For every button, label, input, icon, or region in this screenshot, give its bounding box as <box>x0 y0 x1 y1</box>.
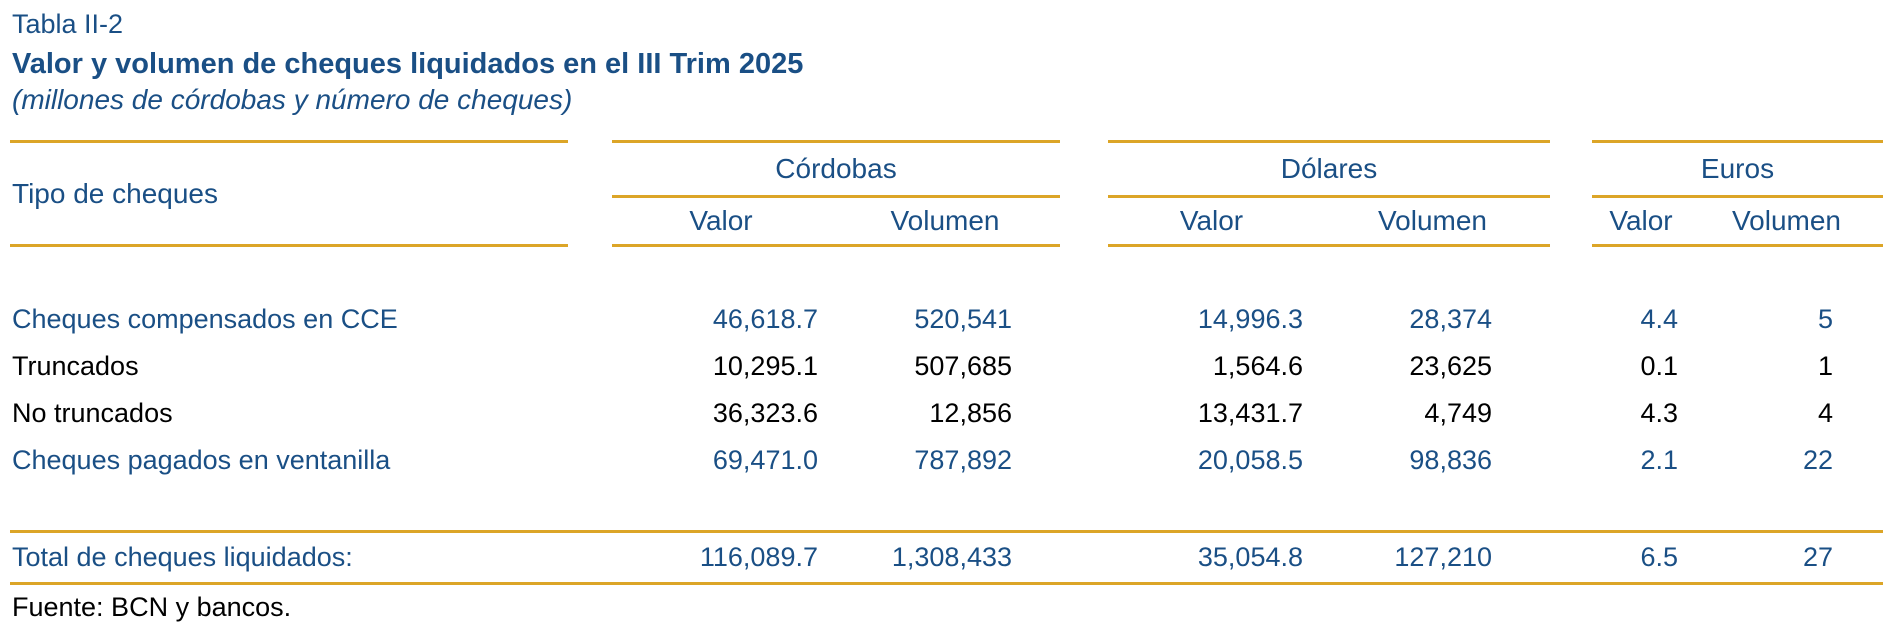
cell-dolares-volumen: 28,374 <box>1409 304 1492 334</box>
row-label: Cheques pagados en ventanilla <box>12 445 391 475</box>
cell-dolares-volumen: 98,836 <box>1409 445 1492 475</box>
group-cordobas-label: Córdobas <box>612 143 1060 198</box>
cell-cordobas-valor: 10,295.1 <box>712 351 818 381</box>
table-row: Cheques compensados en CCE 46,618.7 520,… <box>10 296 1893 343</box>
cell-euros-valor: 4.4 <box>1640 304 1678 334</box>
title-block: Tabla II-2 Valor y volumen de cheques li… <box>10 8 1893 116</box>
cell-euros-volumen: 5 <box>1817 304 1833 334</box>
row-label: No truncados <box>12 398 173 428</box>
cordobas-valor-header: Valor <box>689 205 753 236</box>
total-euros-volumen: 27 <box>1802 542 1833 572</box>
cell-euros-volumen: 1 <box>1817 351 1833 381</box>
cordobas-volumen-header: Volumen <box>890 205 1000 236</box>
body-total-gap <box>10 484 1893 530</box>
total-dolares-valor: 35,054.8 <box>1197 542 1303 572</box>
euros-volumen-header: Volumen <box>1732 205 1841 236</box>
group-euros: Euros Valor Volumen <box>1592 140 1883 247</box>
cell-euros-valor: 0.1 <box>1640 351 1678 381</box>
cell-cordobas-volumen: 12,856 <box>929 398 1012 428</box>
table-number: Tabla II-2 <box>12 9 124 39</box>
cell-dolares-valor: 14,996.3 <box>1197 304 1303 334</box>
cell-euros-volumen: 22 <box>1802 445 1833 475</box>
total-euros-valor: 6.5 <box>1640 542 1678 572</box>
total-cordobas-valor: 116,089.7 <box>699 542 818 572</box>
total-label: Total de cheques liquidados: <box>12 542 353 572</box>
cell-dolares-volumen: 23,625 <box>1409 351 1492 381</box>
row-label: Cheques compensados en CCE <box>12 304 398 334</box>
euros-valor-header: Valor <box>1609 205 1673 236</box>
row-label: Truncados <box>12 351 139 381</box>
total-cordobas-volumen: 1,308,433 <box>891 542 1012 572</box>
cell-cordobas-volumen: 507,685 <box>914 351 1012 381</box>
cell-cordobas-valor: 69,471.0 <box>712 445 818 475</box>
cell-dolares-valor: 20,058.5 <box>1197 445 1303 475</box>
cell-euros-valor: 4.3 <box>1640 398 1678 428</box>
cell-cordobas-valor: 36,323.6 <box>712 398 818 428</box>
table-row: Truncados 10,295.1 507,685 1,564.6 23,62… <box>10 343 1893 390</box>
cell-euros-valor: 2.1 <box>1640 445 1678 475</box>
cell-cordobas-volumen: 787,892 <box>914 445 1012 475</box>
header-body-gap <box>10 247 1893 296</box>
dolares-valor-header: Valor <box>1179 205 1244 236</box>
page-subtitle: (millones de córdobas y número de cheque… <box>12 84 573 115</box>
table-row: Cheques pagados en ventanilla 69,471.0 7… <box>10 437 1893 484</box>
row-header-label: Tipo de cheques <box>10 140 568 247</box>
cell-cordobas-volumen: 520,541 <box>914 304 1012 334</box>
cell-euros-volumen: 4 <box>1817 398 1833 428</box>
cell-dolares-valor: 1,564.6 <box>1212 351 1303 381</box>
cell-dolares-valor: 13,431.7 <box>1197 398 1303 428</box>
group-dolares-label: Dólares <box>1108 143 1550 198</box>
group-cordobas: Córdobas Valor Volumen <box>612 140 1060 247</box>
cell-dolares-volumen: 4,749 <box>1424 398 1492 428</box>
dolares-volumen-header: Volumen <box>1378 205 1487 236</box>
total-row: Total de cheques liquidados: 116,089.7 1… <box>10 530 1883 585</box>
group-dolares: Dólares Valor Volumen <box>1108 140 1550 247</box>
cell-cordobas-valor: 46,618.7 <box>712 304 818 334</box>
group-euros-label: Euros <box>1592 143 1883 198</box>
table-row: No truncados 36,323.6 12,856 13,431.7 4,… <box>10 390 1893 437</box>
source-note: Fuente: BCN y bancos. <box>12 592 292 622</box>
total-dolares-volumen: 127,210 <box>1394 542 1492 572</box>
table-header: Tipo de cheques Córdobas Valor Volumen D… <box>10 140 1893 247</box>
page-title: Valor y volumen de cheques liquidados en… <box>12 48 804 80</box>
